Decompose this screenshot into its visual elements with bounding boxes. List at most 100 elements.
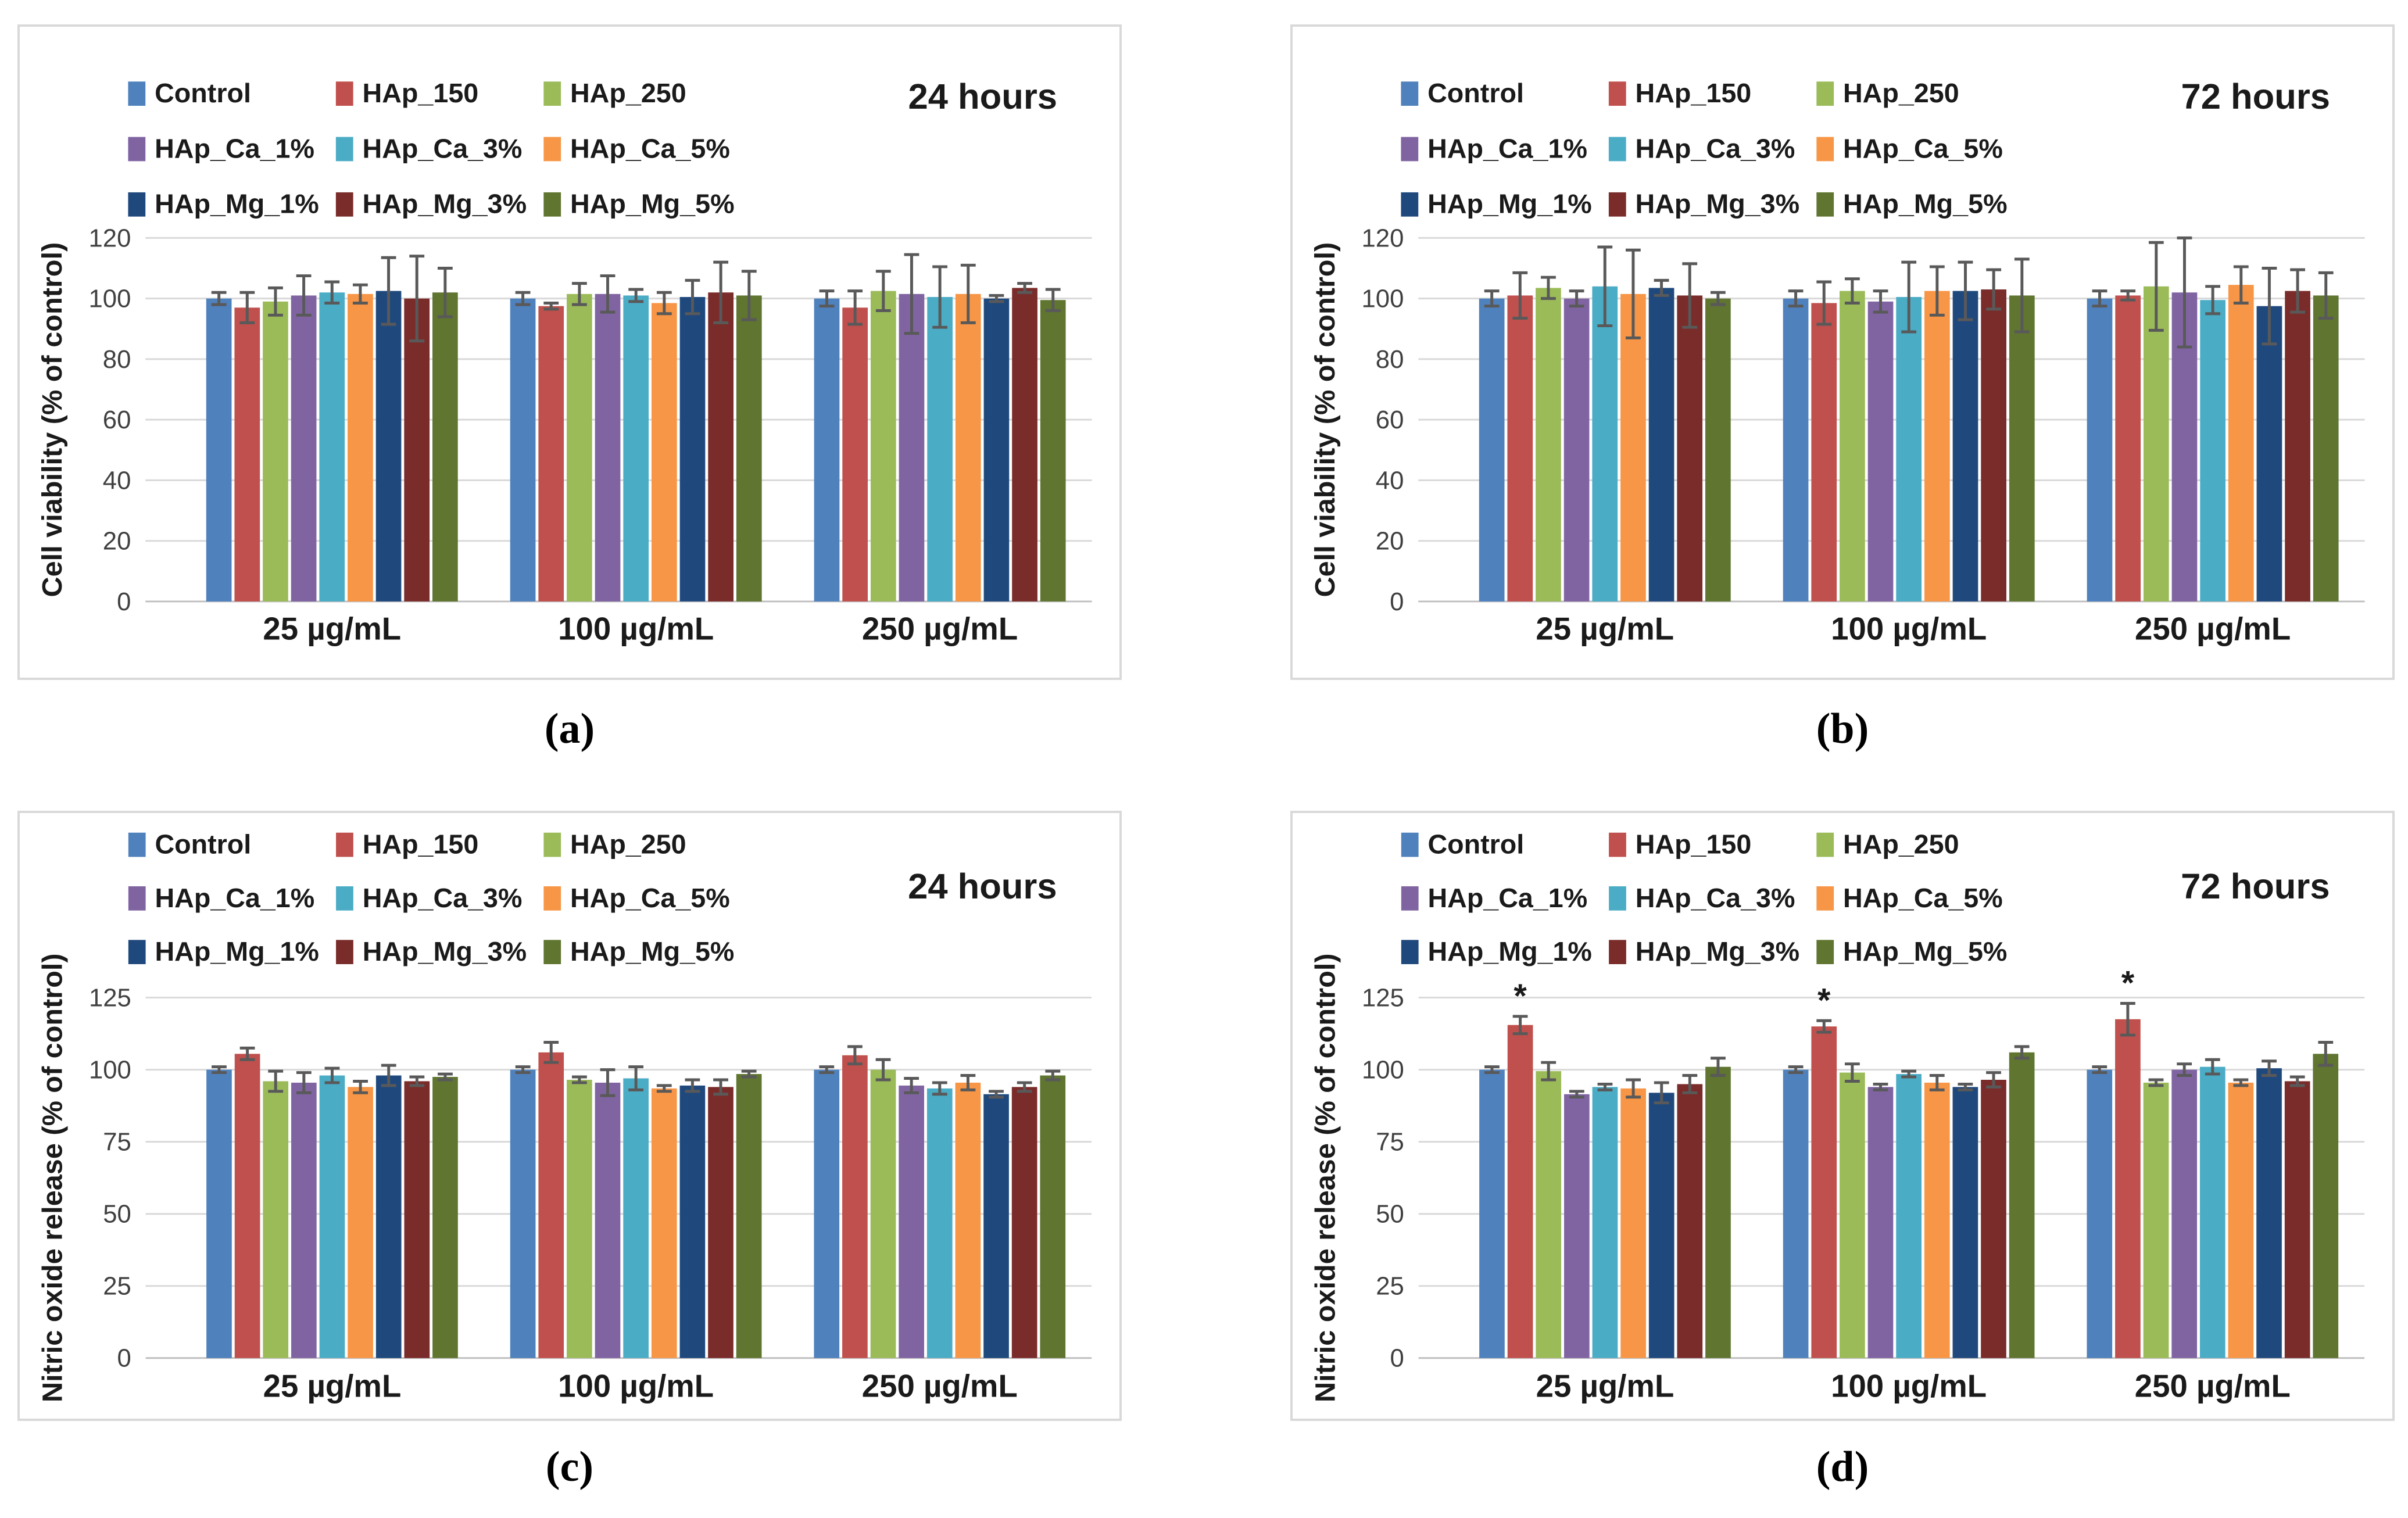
bar-hap-ca-3-25-g-ml bbox=[319, 292, 345, 602]
bar-hap-250-100-g-ml bbox=[567, 1079, 592, 1358]
caption-b: (b) bbox=[1816, 705, 1869, 753]
y-tick-label: 75 bbox=[103, 1128, 131, 1157]
bar-hap-ca-5-100-g-ml bbox=[1924, 291, 1950, 602]
x-group-label: 250 µg/mL bbox=[862, 1368, 1018, 1404]
error-bar bbox=[2014, 257, 2030, 334]
y-axis-title: Nitric oxide release (% of control) bbox=[1310, 953, 1341, 1402]
legend-item-label: HAp_150 bbox=[1636, 829, 1752, 859]
legend-item-hap-ca-5: HAp_Ca_5% bbox=[543, 883, 730, 913]
error-bar bbox=[2177, 236, 2192, 349]
error-bar bbox=[600, 1068, 616, 1097]
legend-item-hap-150: HAp_150 bbox=[336, 829, 478, 859]
error-bar bbox=[324, 280, 340, 305]
bar-hap-ca-3-25-g-ml bbox=[319, 1075, 345, 1358]
error-bar bbox=[1816, 1019, 1832, 1034]
y-tick-label: 40 bbox=[103, 466, 131, 495]
bar-hap-mg-1-100-g-ml bbox=[679, 1085, 706, 1358]
legend-item-label: HAp_Mg_5% bbox=[1843, 936, 2007, 966]
legend-item-hap-mg-1: HAp_Mg_1% bbox=[128, 189, 319, 219]
y-tick-label: 120 bbox=[89, 224, 131, 252]
legend-item-hap-mg-1: HAp_Mg_1% bbox=[128, 936, 319, 966]
bar-hap-150-100-g-ml bbox=[1811, 303, 1837, 602]
legend-item-hap-mg-5: HAp_Mg_5% bbox=[1816, 936, 2007, 966]
legend-item-hap-mg-3: HAp_Mg_3% bbox=[1608, 189, 1799, 219]
legend-item-hap-mg-3: HAp_Mg_3% bbox=[336, 936, 527, 966]
error-bar bbox=[819, 289, 835, 308]
error-bar bbox=[741, 1069, 757, 1079]
legend-swatch bbox=[543, 137, 561, 162]
legend-item-label: Control bbox=[155, 829, 251, 859]
error-bar bbox=[989, 293, 1004, 303]
error-bar bbox=[1597, 245, 1613, 328]
bar-hap-ca-1-250-g-ml bbox=[2171, 1069, 2197, 1358]
legend-swatch bbox=[1816, 832, 1834, 857]
legend-swatch bbox=[1609, 886, 1626, 911]
legend-item-hap-ca-1: HAp_Ca_1% bbox=[128, 883, 314, 913]
error-bar bbox=[2205, 285, 2221, 316]
legend-item-label: HAp_Ca_3% bbox=[1636, 883, 1795, 913]
x-group-label: 250 µg/mL bbox=[2135, 1368, 2291, 1404]
legend-item-label: Control bbox=[1427, 78, 1524, 108]
legend-item-hap-ca-1: HAp_Ca_1% bbox=[128, 133, 314, 163]
error-bar bbox=[2262, 267, 2277, 346]
legend-swatch bbox=[336, 832, 353, 857]
legend-item-label: HAp_Ca_1% bbox=[1427, 883, 1587, 913]
error-bar bbox=[2233, 265, 2249, 305]
error-bar bbox=[1541, 275, 1556, 300]
legend-swatch bbox=[1401, 81, 1419, 106]
y-tick-label: 0 bbox=[117, 588, 131, 616]
error-bar bbox=[437, 267, 453, 318]
bar-hap-mg-5-250-g-ml bbox=[2313, 295, 2339, 602]
bar-hap-250-25-g-ml bbox=[1536, 288, 1561, 602]
bar-hap-mg-3-250-g-ml bbox=[2285, 291, 2310, 602]
bar-control-25-g-ml bbox=[1479, 1069, 1505, 1358]
error-bar bbox=[656, 1084, 672, 1093]
legend-item-hap-ca-3: HAp_Ca_3% bbox=[336, 883, 522, 913]
x-group-label: 100 µg/mL bbox=[558, 611, 714, 646]
bar-control-250-g-ml bbox=[814, 298, 840, 602]
legend-item-hap-mg-5: HAp_Mg_5% bbox=[1816, 189, 2008, 219]
error-bar bbox=[1569, 1090, 1584, 1099]
x-group-label: 25 µg/mL bbox=[1536, 611, 1674, 646]
legend-item-hap-ca-3: HAp_Ca_3% bbox=[1609, 883, 1795, 913]
error-bar bbox=[1682, 262, 1698, 329]
y-tick-label: 25 bbox=[103, 1272, 131, 1301]
bar-hap-mg-1-100-g-ml bbox=[1952, 291, 1978, 602]
error-bar bbox=[932, 1081, 947, 1096]
caption-d: (d) bbox=[1816, 1443, 1869, 1491]
legend-swatch bbox=[543, 192, 561, 217]
error-bar bbox=[571, 1075, 587, 1084]
error-bar bbox=[239, 1046, 255, 1061]
bar-control-250-g-ml bbox=[814, 1069, 840, 1358]
error-bar bbox=[296, 274, 312, 317]
y-tick-label: 20 bbox=[1376, 527, 1404, 556]
legend-item-label: HAp_Mg_5% bbox=[570, 936, 734, 966]
bar-hap-mg-1-25-g-ml bbox=[1648, 288, 1674, 602]
bar-hap-150-250-g-ml bbox=[2115, 1019, 2141, 1358]
legend-swatch bbox=[1608, 192, 1626, 217]
bar-hap-ca-1-100-g-ml bbox=[595, 1082, 621, 1358]
error-bar bbox=[2120, 1002, 2135, 1037]
legend-item-hap-mg-1: HAp_Mg_1% bbox=[1401, 189, 1592, 219]
error-bar bbox=[1017, 1081, 1032, 1093]
bar-hap-mg-5-25-g-ml bbox=[432, 292, 458, 602]
bar-hap-ca-1-100-g-ml bbox=[1867, 1087, 1894, 1358]
legend-swatch bbox=[336, 940, 353, 965]
bar-hap-ca-1-100-g-ml bbox=[595, 293, 621, 602]
bar-control-250-g-ml bbox=[2087, 1069, 2113, 1358]
bar-hap-ca-5-25-g-ml bbox=[1620, 1088, 1646, 1358]
bar-hap-mg-1-100-g-ml bbox=[1952, 1087, 1978, 1358]
y-tick-label: 50 bbox=[1376, 1200, 1404, 1229]
error-bar bbox=[212, 1065, 227, 1075]
legend-item-label: HAp_Mg_1% bbox=[155, 189, 319, 219]
bar-hap-ca-3-100-g-ml bbox=[1896, 297, 1922, 602]
legend-swatch bbox=[543, 81, 561, 106]
error-bar bbox=[628, 1065, 644, 1091]
legend-swatch bbox=[335, 137, 353, 162]
x-group-label: 100 µg/mL bbox=[1831, 1368, 1987, 1404]
error-bar bbox=[1017, 282, 1032, 294]
bar-hap-mg-3-25-g-ml bbox=[404, 298, 430, 602]
bar-hap-ca-1-100-g-ml bbox=[1867, 301, 1894, 602]
bar-hap-150-25-g-ml bbox=[234, 1054, 260, 1358]
y-tick-label: 100 bbox=[89, 1055, 131, 1084]
